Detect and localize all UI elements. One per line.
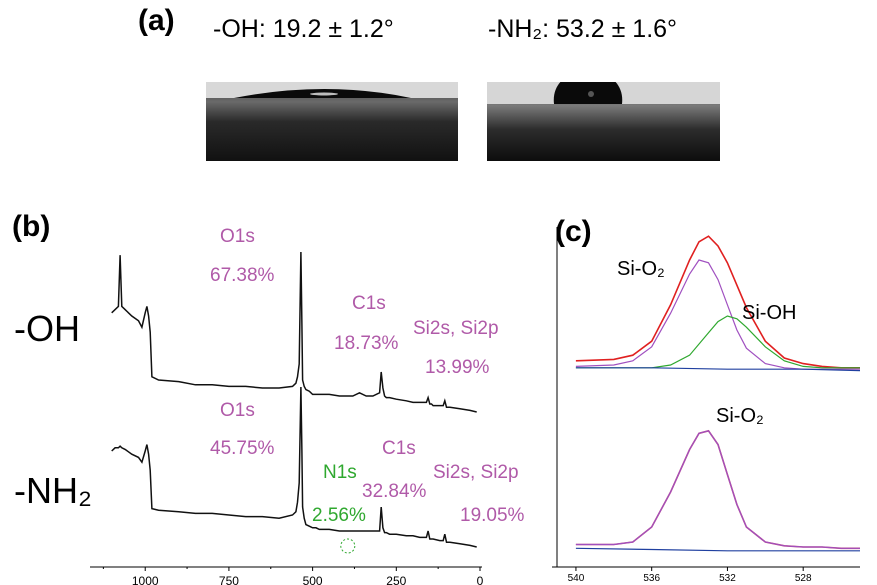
highres-series-5 <box>575 430 860 549</box>
nh2-row-label: -NH₂ <box>14 470 92 511</box>
si-oh-label: Si-OH <box>742 302 797 324</box>
survey-tick-label-0: 1000 <box>132 574 159 585</box>
highres-series-6 <box>575 547 860 552</box>
n1s-peak-marker <box>340 538 356 554</box>
survey-tick-label-1: 750 <box>219 574 239 585</box>
nh2-c1s-label: C1s <box>382 438 416 459</box>
oh-o1s-percent: 67.38% <box>210 265 275 286</box>
xps-survey-chart: 1000 750 500 250 0 <box>90 251 484 585</box>
nh2-si-percent: 19.05% <box>460 505 525 526</box>
highres-series-0 <box>575 235 860 369</box>
nh2-contact-angle-label: -NH₂: 53.2 ± 1.6° <box>488 15 678 43</box>
si-o2-top-label: Si-O₂ <box>617 258 665 280</box>
oh-row-label: -OH <box>14 308 80 349</box>
nh2-n1s-label: N1s <box>323 462 357 483</box>
oh-si-percent: 13.99% <box>425 357 490 378</box>
survey-tick-label-4: 0 <box>477 574 484 585</box>
si-o2-bottom-label: Si-O₂ <box>716 405 764 427</box>
nh2-si-label: Si2s, Si2p <box>433 462 519 483</box>
nh2-n1s-percent: 2.56% <box>312 505 366 526</box>
nh2-o1s-percent: 45.75% <box>210 438 275 459</box>
highres-tick-label-1: 536 <box>643 573 660 584</box>
nh2-droplet-photo <box>487 82 720 161</box>
survey-tick-label-2: 500 <box>303 574 323 585</box>
highres-tick-label-3: 528 <box>795 573 812 584</box>
survey-tick-label-3: 250 <box>386 574 406 585</box>
highres-series-2 <box>575 315 860 369</box>
highres-tick-label-0: 540 <box>568 573 585 584</box>
oh-c1s-percent: 18.73% <box>334 333 399 354</box>
highres-tick-label-2: 532 <box>719 573 736 584</box>
oh-o1s-label: O1s <box>220 226 255 247</box>
highres-series-3 <box>575 367 861 372</box>
oh-contact-angle-label: -OH: 19.2 ± 1.2° <box>213 15 394 43</box>
oh-si-label: Si2s, Si2p <box>413 318 499 339</box>
oh-droplet-photo <box>206 82 458 161</box>
nh2-c1s-percent: 32.84% <box>362 481 427 502</box>
survey-series-0 <box>111 251 477 413</box>
survey-series-1 <box>111 386 477 548</box>
highres-series-4 <box>575 429 860 550</box>
oh-c1s-label: C1s <box>352 293 386 314</box>
panel-b-letter: (b) <box>12 210 51 243</box>
xps-o1s-highres-chart: 540 536 532 528 <box>552 227 861 584</box>
panel-c-letter: (c) <box>555 215 592 248</box>
panel-a-letter: (a) <box>138 4 175 37</box>
nh2-o1s-label: O1s <box>220 400 255 421</box>
